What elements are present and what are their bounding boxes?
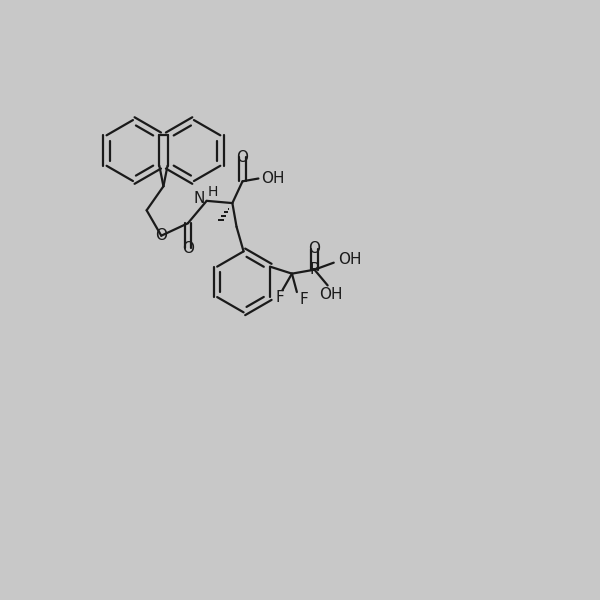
Text: O: O <box>155 228 167 243</box>
Text: OH: OH <box>261 171 285 186</box>
Text: H: H <box>208 185 218 199</box>
Text: OH: OH <box>338 252 362 267</box>
Text: F: F <box>276 290 284 305</box>
Text: F: F <box>299 292 308 307</box>
Text: O: O <box>236 150 248 165</box>
Text: O: O <box>182 241 194 256</box>
Text: OH: OH <box>319 287 343 302</box>
Text: N: N <box>193 191 205 206</box>
Text: O: O <box>308 241 320 256</box>
Text: P: P <box>310 262 319 277</box>
